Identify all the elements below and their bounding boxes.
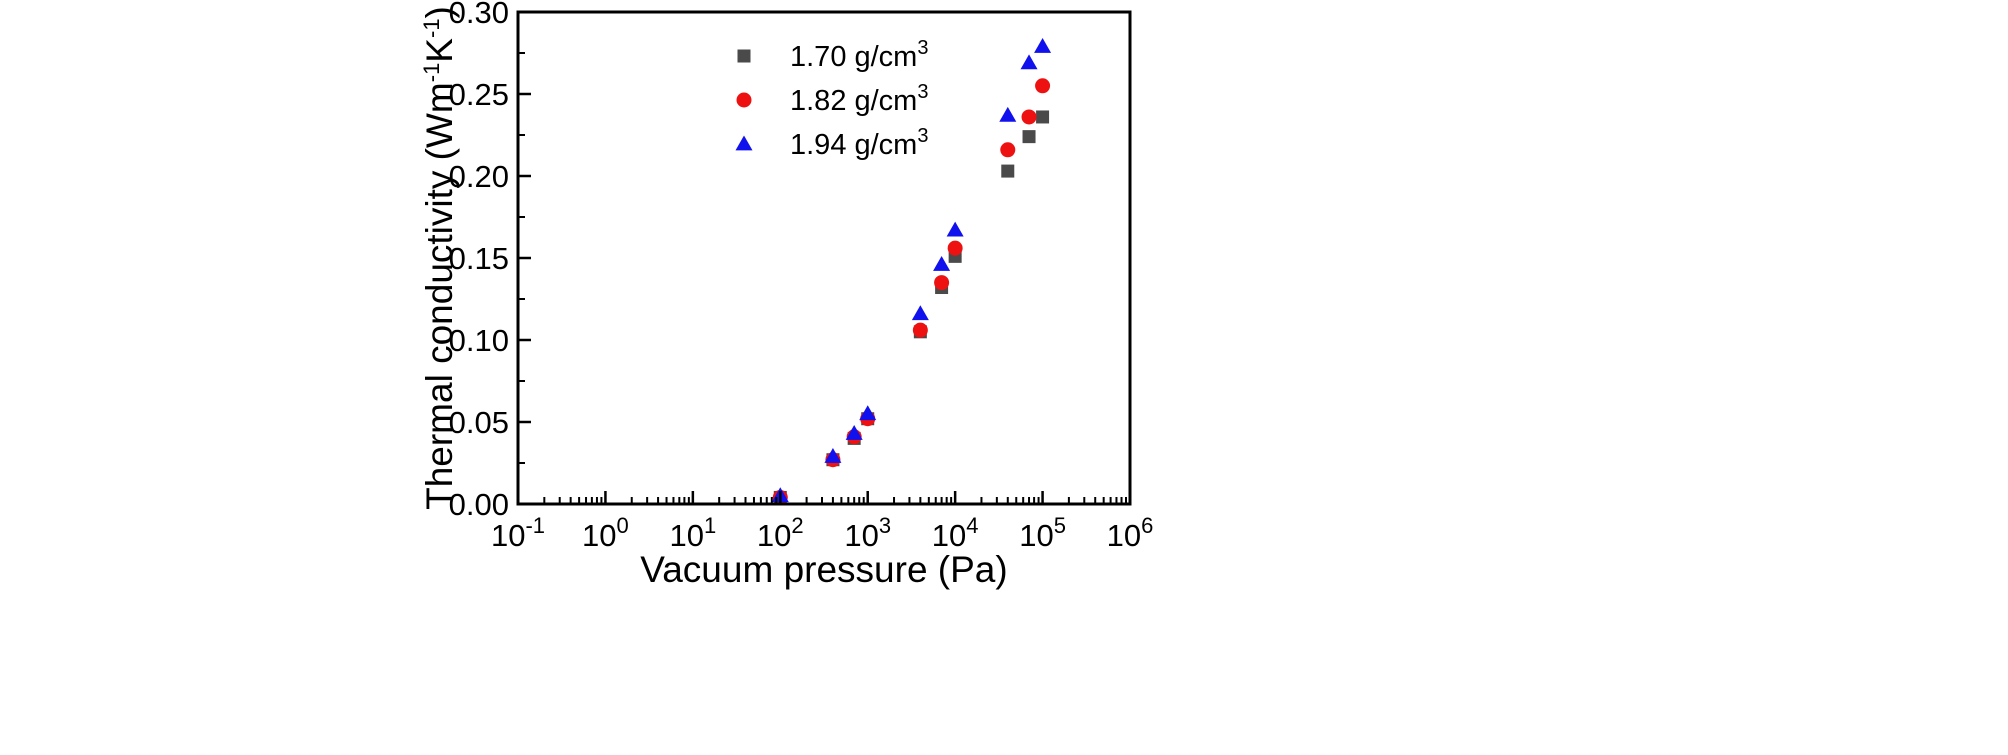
data-point-triangle — [1020, 54, 1038, 70]
y-tick-label: 0.15 — [449, 241, 509, 276]
data-point-square — [1001, 164, 1015, 178]
y-axis-title-mid: K — [419, 38, 460, 63]
y-axis-title-end: ) — [419, 6, 460, 18]
y-tick-label: 0.30 — [449, 0, 509, 30]
data-point-triangle — [845, 424, 863, 440]
y-tick-label: 0.10 — [449, 323, 509, 358]
data-point-triangle — [999, 106, 1017, 122]
y-tick-label: 0.05 — [449, 405, 509, 440]
y-axis-title-sup2: -1 — [419, 18, 444, 38]
data-point-square — [1036, 110, 1050, 124]
x-tick-label: 100 — [582, 513, 629, 553]
x-tick-label: 103 — [844, 513, 891, 553]
x-tick-label: 101 — [669, 513, 716, 553]
data-point-triangle — [824, 447, 842, 463]
data-point-triangle — [1034, 37, 1052, 53]
legend-label: 1.82 g/cm3 — [790, 81, 928, 117]
y-axis-title: Thermal conductivity (Wm-1K-1) — [419, 6, 460, 510]
legend-marker-circle — [736, 92, 752, 108]
legend-item: 1.94 g/cm3 — [735, 125, 928, 161]
x-tick-label: 10-1 — [491, 513, 545, 553]
data-point-triangle — [911, 305, 929, 321]
data-points-layer — [771, 37, 1052, 505]
x-tick-label: 102 — [757, 513, 804, 553]
data-point-circle — [1000, 142, 1016, 158]
x-axis-title: Vacuum pressure (Pa) — [640, 549, 1007, 590]
y-axis-title-main: Thermal conductivity (Wm — [419, 82, 460, 510]
data-point-circle — [947, 240, 963, 256]
data-point-triangle — [946, 221, 964, 237]
data-point-circle — [934, 275, 950, 291]
legend-item: 1.82 g/cm3 — [736, 81, 928, 117]
legend: 1.70 g/cm3 1.82 g/cm3 1.94 g/cm3 — [735, 37, 928, 161]
legend-marker-square — [737, 49, 751, 63]
legend-marker-triangle — [735, 135, 753, 151]
legend-label: 1.94 g/cm3 — [790, 125, 928, 161]
legend-item: 1.70 g/cm3 — [737, 37, 928, 73]
x-axis-ticks: 10-1 100 101 102 103 104 105 106 — [491, 491, 1153, 553]
data-point-circle — [912, 322, 928, 338]
y-tick-label: 0.20 — [449, 159, 509, 194]
data-point-triangle — [859, 405, 877, 421]
x-tick-label: 105 — [1019, 513, 1066, 553]
legend-label: 1.70 g/cm3 — [790, 37, 928, 73]
data-point-triangle — [933, 256, 951, 271]
y-tick-label: 0.00 — [449, 487, 509, 522]
x-tick-label: 104 — [932, 513, 979, 553]
data-point-circle — [1021, 109, 1037, 125]
data-point-square — [1022, 130, 1036, 144]
data-point-circle — [1035, 78, 1051, 94]
y-axis-ticks: 0.00 0.05 0.10 0.15 0.20 0.25 0.30 — [449, 0, 531, 522]
y-axis-title-sup1: -1 — [419, 63, 444, 83]
x-tick-label: 106 — [1107, 513, 1154, 553]
y-tick-label: 0.25 — [449, 77, 509, 112]
